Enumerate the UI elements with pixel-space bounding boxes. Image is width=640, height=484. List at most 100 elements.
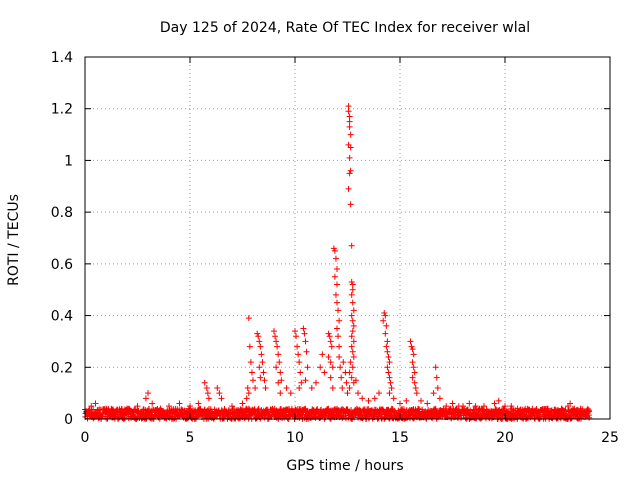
axis-ticks [84,56,611,420]
data-point [275,351,282,358]
data-point [539,408,546,415]
baseline-point [201,408,208,415]
data-point [294,343,301,350]
data-point [329,384,336,391]
x-tick-labels: 0 5 10 15 20 25 [81,430,619,446]
data-point [384,364,391,371]
data-point [338,374,345,381]
data-point [472,403,479,410]
data-point [204,390,211,397]
data-point [349,348,356,355]
data-point [381,309,388,316]
data-point [313,379,319,386]
baseline-point [178,406,185,413]
data-point [239,400,246,407]
x-axis-label: GPS time / hours [286,458,403,474]
data-point [218,395,225,402]
data-point [257,343,264,350]
y-tick-label: 1.4 [51,50,73,66]
data-point [385,369,392,376]
data-point [502,403,508,410]
data-point [397,400,403,407]
data-point [571,405,578,412]
data-point [432,364,439,371]
data-point [350,322,357,329]
y-tick-label: 1.2 [51,102,73,118]
data-point [544,405,550,412]
data-point [328,343,335,350]
data-point [410,351,417,358]
data-point [295,351,302,358]
data-point [347,144,354,151]
data-point [332,255,339,262]
data-point [359,395,366,402]
data-point [244,384,251,391]
data-point [348,291,355,298]
baseline-point [492,406,499,413]
data-point [317,364,324,371]
data-point [403,397,410,404]
data-point [346,154,353,161]
x-tick-label: 0 [81,430,90,446]
data-point [331,247,338,254]
y-tick-label: 0.2 [51,360,73,376]
baseline-point [314,406,321,413]
data-point [345,108,352,115]
data-point [347,359,354,366]
data-point [275,379,282,386]
x-tick-label: 15 [391,430,409,446]
data-point [256,364,263,371]
data-point [408,343,415,350]
data-point [142,395,149,402]
data-point [201,379,208,386]
data-point [297,369,304,376]
data-point [384,338,391,345]
grid-lines [85,57,610,419]
data-point [460,403,466,410]
data-point [334,281,340,288]
data-point [349,317,356,324]
data-point [348,343,355,350]
data-point [166,403,172,410]
data-point [349,328,356,335]
data-point [274,343,281,350]
data-point [385,353,392,360]
baseline-point [400,406,407,413]
data-point [337,364,344,371]
x-tick-label: 5 [186,430,195,446]
data-point [346,123,353,130]
data-point [300,325,307,332]
data-point [271,328,277,335]
data-point [430,390,437,397]
data-point [383,343,390,350]
y-tick-label: 0.4 [51,309,73,325]
data-point [321,369,328,376]
data-point [340,359,347,366]
data-point [124,405,130,412]
data-point [334,266,340,273]
data-point [273,364,280,371]
data-point [410,364,417,371]
data-point [334,299,340,306]
data-point [247,359,254,366]
baseline-point [246,411,253,418]
data-point [508,403,515,410]
data-point [344,390,351,397]
data-point [365,397,372,404]
data-point [273,338,280,345]
data-point [296,384,303,391]
data-point [258,351,265,358]
data-point [386,390,393,397]
data-point [245,390,252,397]
data-point [345,103,352,110]
data-point [567,400,574,407]
data-point [384,348,391,355]
baseline-noise-points [82,405,593,422]
data-point [436,395,443,402]
data-point [272,333,279,340]
data-point [287,390,294,397]
data-point [88,403,95,410]
data-point [245,315,252,322]
baseline-point [501,405,508,412]
y-tick-label: 0.6 [51,257,73,273]
